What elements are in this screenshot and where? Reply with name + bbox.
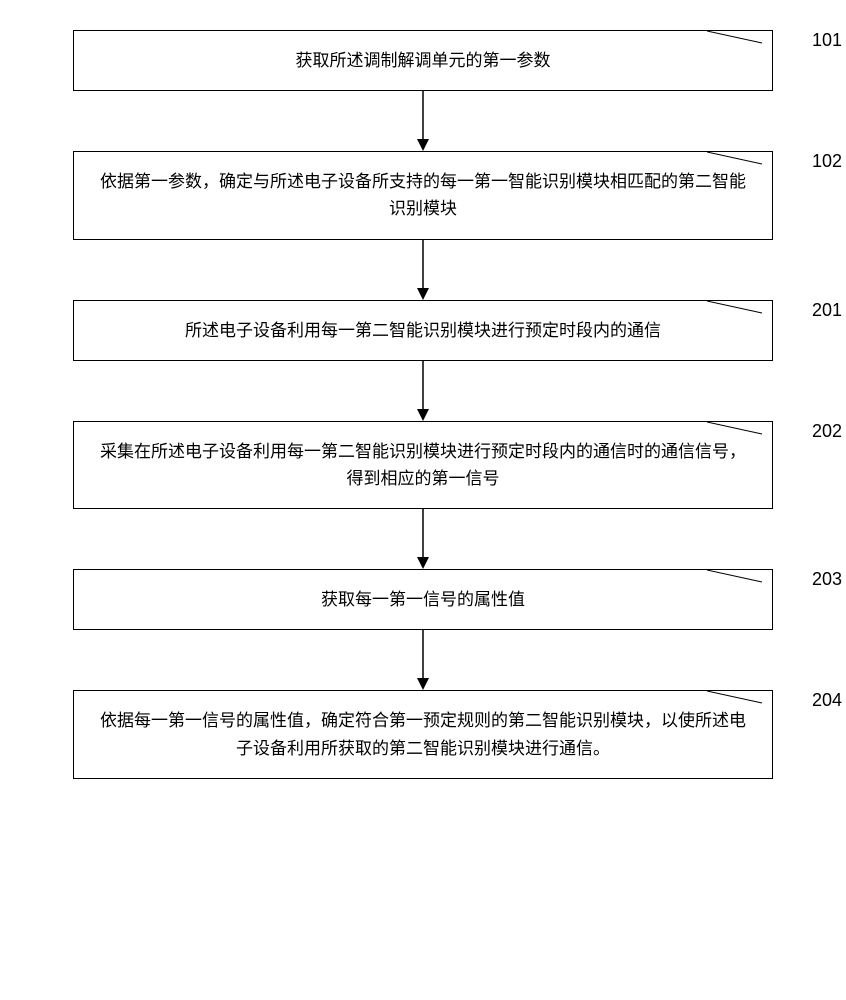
leader-line-icon — [707, 31, 772, 46]
step-label: 204 — [812, 686, 842, 715]
step-box-203: 获取每一第一信号的属性值 203 — [73, 569, 773, 630]
step-label: 101 — [812, 26, 842, 55]
arrow-down-icon — [413, 509, 433, 569]
step-container-201: 所述电子设备利用每一第二智能识别模块进行预定时段内的通信 201 — [50, 300, 796, 421]
leader-line-icon — [707, 152, 772, 167]
step-box-202: 采集在所述电子设备利用每一第二智能识别模块进行预定时段内的通信时的通信信号，得到… — [73, 421, 773, 509]
arrow-down-icon — [413, 630, 433, 690]
step-container-203: 获取每一第一信号的属性值 203 — [50, 569, 796, 690]
step-box-201: 所述电子设备利用每一第二智能识别模块进行预定时段内的通信 201 — [73, 300, 773, 361]
arrow-down-icon — [413, 240, 433, 300]
arrow-connector — [422, 630, 424, 690]
step-container-101: 获取所述调制解调单元的第一参数 101 — [50, 30, 796, 151]
arrow-down-icon — [413, 361, 433, 421]
step-text: 采集在所述电子设备利用每一第二智能识别模块进行预定时段内的通信时的通信信号，得到… — [94, 438, 752, 492]
flowchart-container: 获取所述调制解调单元的第一参数 101 依据第一参数，确定与所述电子设备所支持的… — [50, 30, 796, 779]
step-text: 依据每一第一信号的属性值，确定符合第一预定规则的第二智能识别模块，以使所述电子设… — [94, 707, 752, 761]
step-text: 获取每一第一信号的属性值 — [321, 586, 525, 613]
leader-line-icon — [707, 422, 772, 437]
step-label: 202 — [812, 417, 842, 446]
step-label: 203 — [812, 565, 842, 594]
step-container-204: 依据每一第一信号的属性值，确定符合第一预定规则的第二智能识别模块，以使所述电子设… — [50, 690, 796, 778]
step-box-101: 获取所述调制解调单元的第一参数 101 — [73, 30, 773, 91]
arrow-connector — [422, 361, 424, 421]
leader-line-icon — [707, 301, 772, 316]
step-container-102: 依据第一参数，确定与所述电子设备所支持的每一第一智能识别模块相匹配的第二智能识别… — [50, 151, 796, 299]
step-text: 依据第一参数，确定与所述电子设备所支持的每一第一智能识别模块相匹配的第二智能识别… — [94, 168, 752, 222]
step-box-204: 依据每一第一信号的属性值，确定符合第一预定规则的第二智能识别模块，以使所述电子设… — [73, 690, 773, 778]
step-container-202: 采集在所述电子设备利用每一第二智能识别模块进行预定时段内的通信时的通信信号，得到… — [50, 421, 796, 569]
step-label: 102 — [812, 147, 842, 176]
leader-line-icon — [707, 691, 772, 706]
step-label: 201 — [812, 296, 842, 325]
arrow-connector — [422, 91, 424, 151]
step-box-102: 依据第一参数，确定与所述电子设备所支持的每一第一智能识别模块相匹配的第二智能识别… — [73, 151, 773, 239]
arrow-connector — [422, 240, 424, 300]
arrow-down-icon — [413, 91, 433, 151]
arrow-connector — [422, 509, 424, 569]
step-text: 所述电子设备利用每一第二智能识别模块进行预定时段内的通信 — [185, 317, 661, 344]
leader-line-icon — [707, 570, 772, 585]
step-text: 获取所述调制解调单元的第一参数 — [296, 47, 551, 74]
